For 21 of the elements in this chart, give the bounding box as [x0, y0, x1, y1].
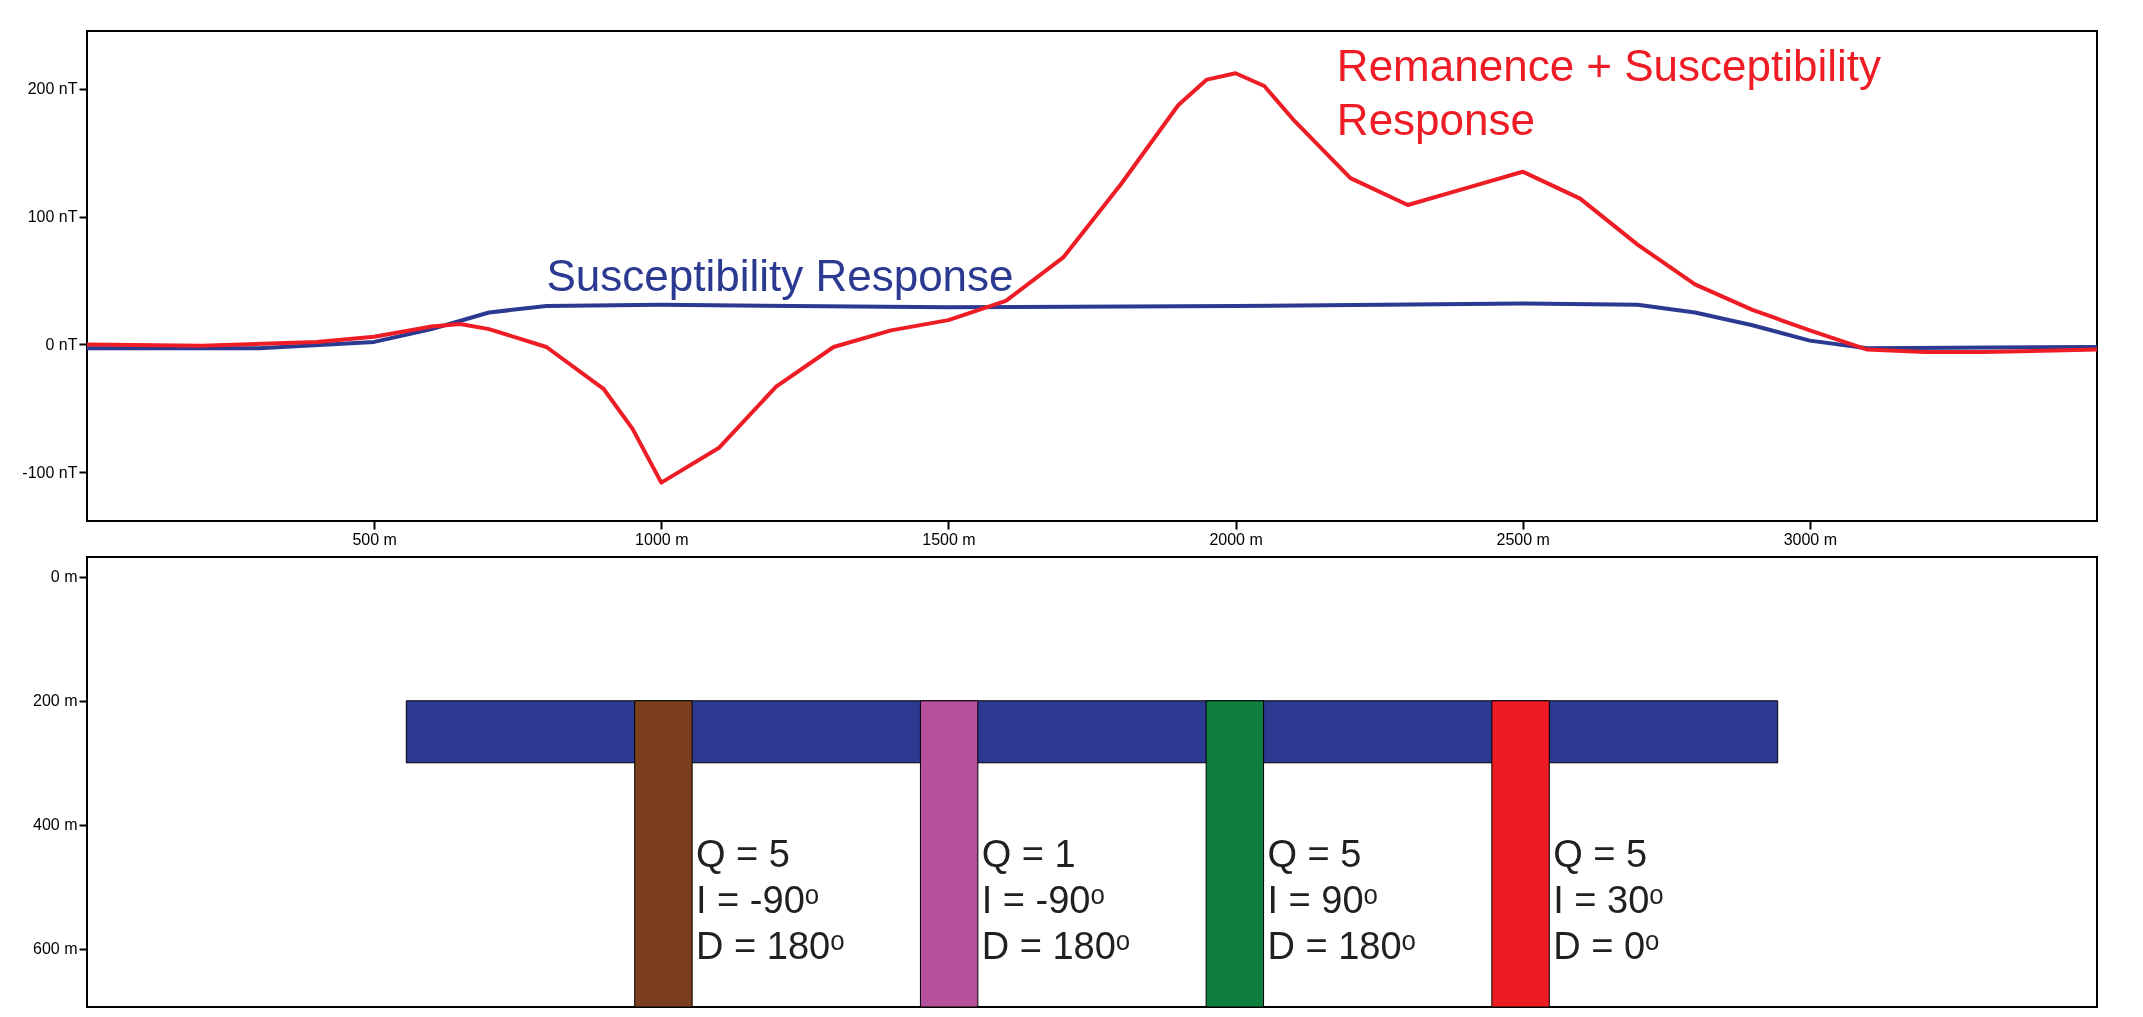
- line-series: [87, 301, 2097, 351]
- x-tick-label: 3000 m: [1783, 530, 1838, 548]
- series-label: Remanence + Susceptibility Response: [1336, 40, 1882, 144]
- annotation: Q = 5 I = 30ᵒ D = 0ᵒ: [1553, 833, 1664, 968]
- x-tick-label: 1000 m: [635, 530, 689, 548]
- x-tick-label: 2000 m: [1209, 530, 1263, 548]
- annotation: Q = 1 I = -90ᵒ D = 180ᵒ: [981, 833, 1131, 968]
- x-tick-label: 2500 m: [1496, 530, 1550, 548]
- y-tick-label: 0 nT: [45, 335, 78, 353]
- y-tick-label: 0 m: [50, 568, 78, 586]
- x-tick-label: 1500 m: [922, 530, 976, 548]
- y-tick-label: 200 nT: [27, 80, 78, 98]
- annotation: Q = 5 I = -90ᵒ D = 180ᵒ: [696, 833, 845, 968]
- y-tick-label: 100 nT: [27, 208, 78, 226]
- x-tick-label: 500 m: [352, 530, 397, 548]
- y-tick-label: 600 m: [33, 940, 78, 958]
- y-tick-label: 200 m: [33, 692, 78, 710]
- y-tick-label: 400 m: [33, 816, 78, 834]
- series-label: Susceptibility Response: [546, 251, 1014, 301]
- annotation: Q = 5 I = 90ᵒ D = 180ᵒ: [1267, 833, 1416, 968]
- y-tick-label: -100 nT: [22, 463, 78, 481]
